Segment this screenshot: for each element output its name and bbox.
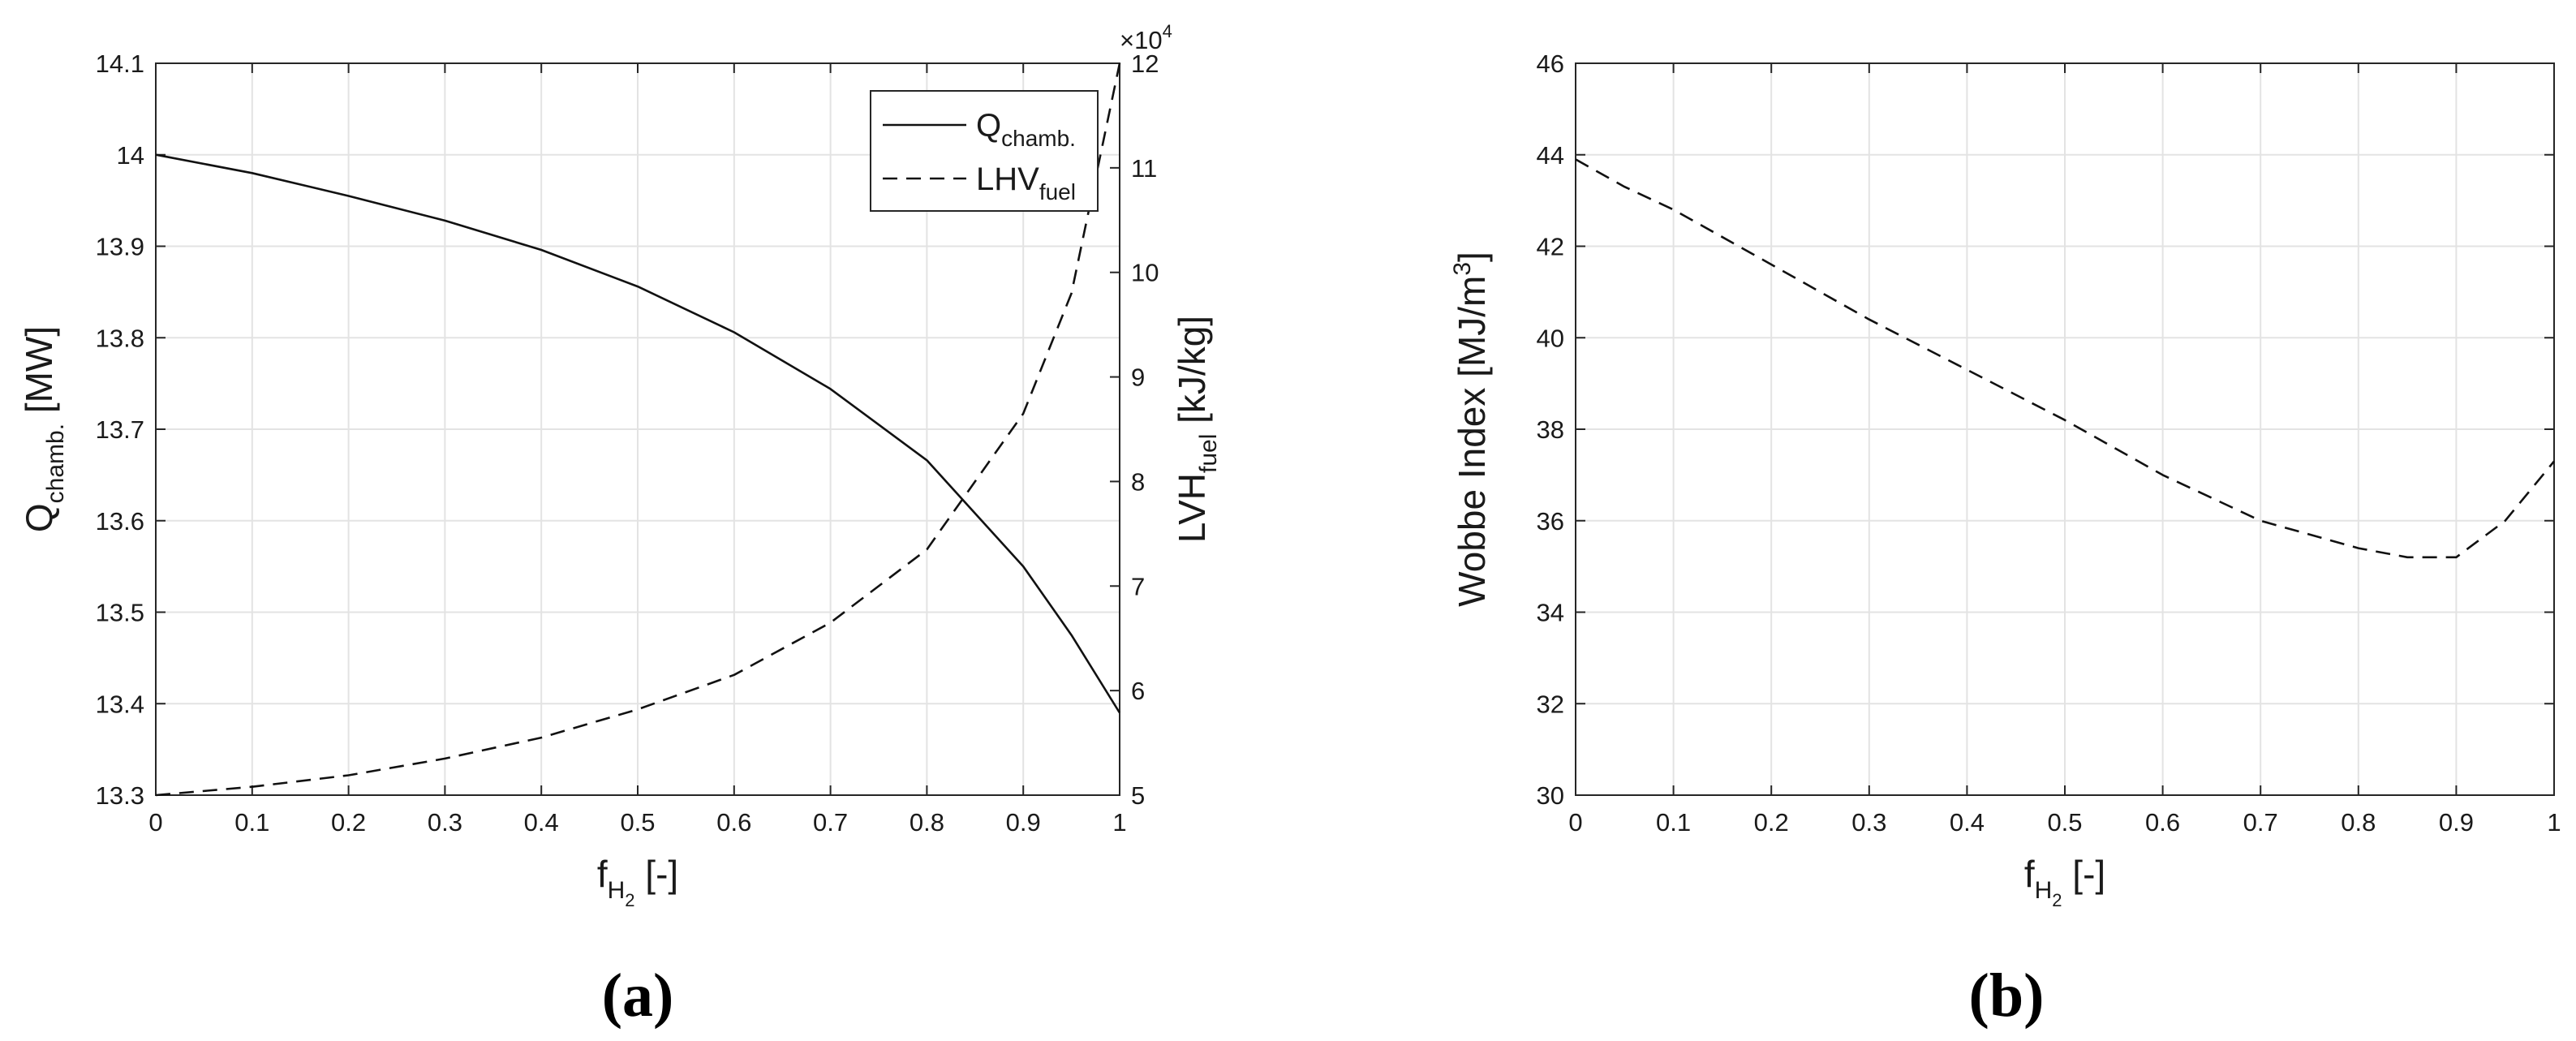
y2-axis-label: LVHfuel [kJ/kg] xyxy=(1171,316,1222,543)
x-tick-label: 0.4 xyxy=(1950,808,1985,837)
x-tick-label: 0.3 xyxy=(1851,808,1886,837)
x-tick-label: 0.1 xyxy=(234,808,269,837)
series-wobbe-index xyxy=(1575,158,2556,559)
y-tick-label: 13.9 xyxy=(96,233,144,261)
y-tick-label: 13.3 xyxy=(96,781,144,810)
y-label-main: Wobbe Index [MJ/m xyxy=(1451,276,1493,607)
y-tick-label: 42 xyxy=(1537,233,1564,261)
series-line xyxy=(1575,158,2556,559)
y2-label-main: LVH xyxy=(1171,473,1213,543)
y-label-sup: 3 xyxy=(1449,262,1476,276)
y2-axis: 5 6 7 8 9 10 11 12×104 LVHfuel [kJ/kg] xyxy=(1110,21,1222,810)
x-tick-label: 0.7 xyxy=(2243,808,2278,837)
y2-tick-label: 11 xyxy=(1131,154,1157,183)
y-tick-label: 30 xyxy=(1537,781,1564,810)
y2-tick-label: 12 xyxy=(1131,49,1159,78)
y-label-tail: ] xyxy=(1451,252,1493,262)
legend-label-sub: chamb. xyxy=(1001,126,1076,151)
x-label-subsub: 2 xyxy=(625,890,634,910)
y2-tick-label: 6 xyxy=(1131,677,1145,705)
x-tick-label: 0.9 xyxy=(2439,808,2474,837)
chart-b: 0 0.1 0.2 0.3 0.4 0.5 0.6 0.7 0.8 0.9 130323436384… xyxy=(1449,49,2561,1030)
y-axis-label: Qchamb. [MW] xyxy=(18,326,69,532)
legend-box xyxy=(870,90,1099,212)
legend-label: LHVfuel xyxy=(976,161,1076,204)
x-label-main: f xyxy=(2024,853,2035,895)
x-axis: 0 0.1 0.2 0.3 0.4 0.5 0.6 0.7 0.8 0.9 1 xyxy=(148,63,1127,837)
x-label-sub: H xyxy=(608,877,626,904)
x-axis-label: fH2 [-] xyxy=(597,853,678,910)
legend-label-main: Q xyxy=(976,108,1001,144)
x-tick-label: 0.8 xyxy=(2341,808,2376,837)
panel-label: (a) xyxy=(602,961,674,1030)
grid xyxy=(1575,62,2555,796)
y-tick-label: 13.4 xyxy=(96,690,144,718)
y-tick-label: 34 xyxy=(1537,599,1564,627)
y-tick-label: 44 xyxy=(1537,141,1564,170)
series-line xyxy=(155,62,1121,797)
y-label-sub: chamb. xyxy=(42,424,69,503)
y-tick-label: 13.5 xyxy=(96,599,144,627)
y2-tick-label: 5 xyxy=(1131,781,1145,810)
x-tick-label: 0.8 xyxy=(910,808,944,837)
x-tick-label: 1 xyxy=(2547,808,2561,837)
y-tick-label: 13.7 xyxy=(96,415,144,444)
y-axis-label: Wobbe Index [MJ/m3] xyxy=(1449,252,1493,607)
x-tick-label: 0.5 xyxy=(620,808,655,837)
x-tick-label: 1 xyxy=(1112,808,1126,837)
y2-tick-label: 9 xyxy=(1131,363,1145,392)
x-axis-label: fH2 [-] xyxy=(2024,853,2105,910)
y2-multiplier-base: ×10 xyxy=(1120,26,1163,54)
panel-label: (b) xyxy=(1969,961,2045,1030)
y2-tick-label: 8 xyxy=(1131,467,1145,496)
y-axis: 30 32 34 36 38 40 42 44 46 xyxy=(1537,49,2554,810)
x-tick-label: 0.6 xyxy=(2145,808,2180,837)
y-tick-label: 13.6 xyxy=(96,507,144,536)
x-tick-label: 0.2 xyxy=(331,808,366,837)
x-axis: 0 0.1 0.2 0.3 0.4 0.5 0.6 0.7 0.8 0.9 1 xyxy=(1568,63,2561,837)
y2-label-sub: fuel xyxy=(1195,434,1222,473)
y2-multiplier-exponent: 4 xyxy=(1163,21,1172,41)
y2-multiplier: ×104 xyxy=(1120,21,1172,54)
x-tick-label: 0 xyxy=(148,808,162,837)
x-label-main: f xyxy=(597,853,608,895)
legend-label-main: LHV xyxy=(976,161,1039,197)
x-tick-label: 0 xyxy=(1568,808,1582,837)
y-label-main: Q xyxy=(18,503,60,532)
series-line xyxy=(155,153,1121,714)
x-label-subsub: 2 xyxy=(2052,890,2062,910)
y-tick-label: 14 xyxy=(117,141,144,170)
x-tick-label: 0.9 xyxy=(1006,808,1041,837)
series-q xyxy=(155,153,1121,714)
x-label-tail: [-] xyxy=(635,853,679,895)
y2-tick-label: 7 xyxy=(1131,572,1145,600)
x-tick-label: 0.6 xyxy=(716,808,751,837)
y-tick-label: 36 xyxy=(1537,507,1564,536)
legend-label-sub: fuel xyxy=(1039,179,1076,204)
x-tick-label: 0.5 xyxy=(2047,808,2082,837)
x-tick-label: 0.3 xyxy=(428,808,462,837)
y-tick-label: 40 xyxy=(1537,324,1564,352)
x-tick-label: 0.2 xyxy=(1754,808,1789,837)
chart-a: 0 0.1 0.2 0.3 0.4 0.5 0.6 0.7 0.8 0.9 113.313.413.… xyxy=(18,21,1222,1030)
x-label-tail: [-] xyxy=(2062,853,2106,895)
y-tick-label: 38 xyxy=(1537,415,1564,444)
y2-tick-label: 10 xyxy=(1131,259,1159,287)
x-label-sub: H xyxy=(2035,877,2053,904)
y-label-tail: [MW] xyxy=(18,326,60,424)
y-tick-label: 32 xyxy=(1537,690,1564,718)
y-axis: 13.3 13.4 13.5 13.6 13.7 13.8 13.9 14 14.1 xyxy=(96,49,166,810)
y-tick-label: 46 xyxy=(1537,49,1564,78)
x-tick-label: 0.7 xyxy=(813,808,848,837)
legend-label: Qchamb. xyxy=(976,108,1076,151)
series-lhv xyxy=(155,62,1121,797)
y-tick-label: 14.1 xyxy=(96,49,144,78)
x-tick-label: 0.1 xyxy=(1656,808,1691,837)
x-tick-label: 0.4 xyxy=(524,808,559,837)
y2-label-tail: [kJ/kg] xyxy=(1171,316,1213,434)
legend: Qchamb. LHVfuel xyxy=(870,90,1099,212)
y-tick-label: 13.8 xyxy=(96,324,144,352)
